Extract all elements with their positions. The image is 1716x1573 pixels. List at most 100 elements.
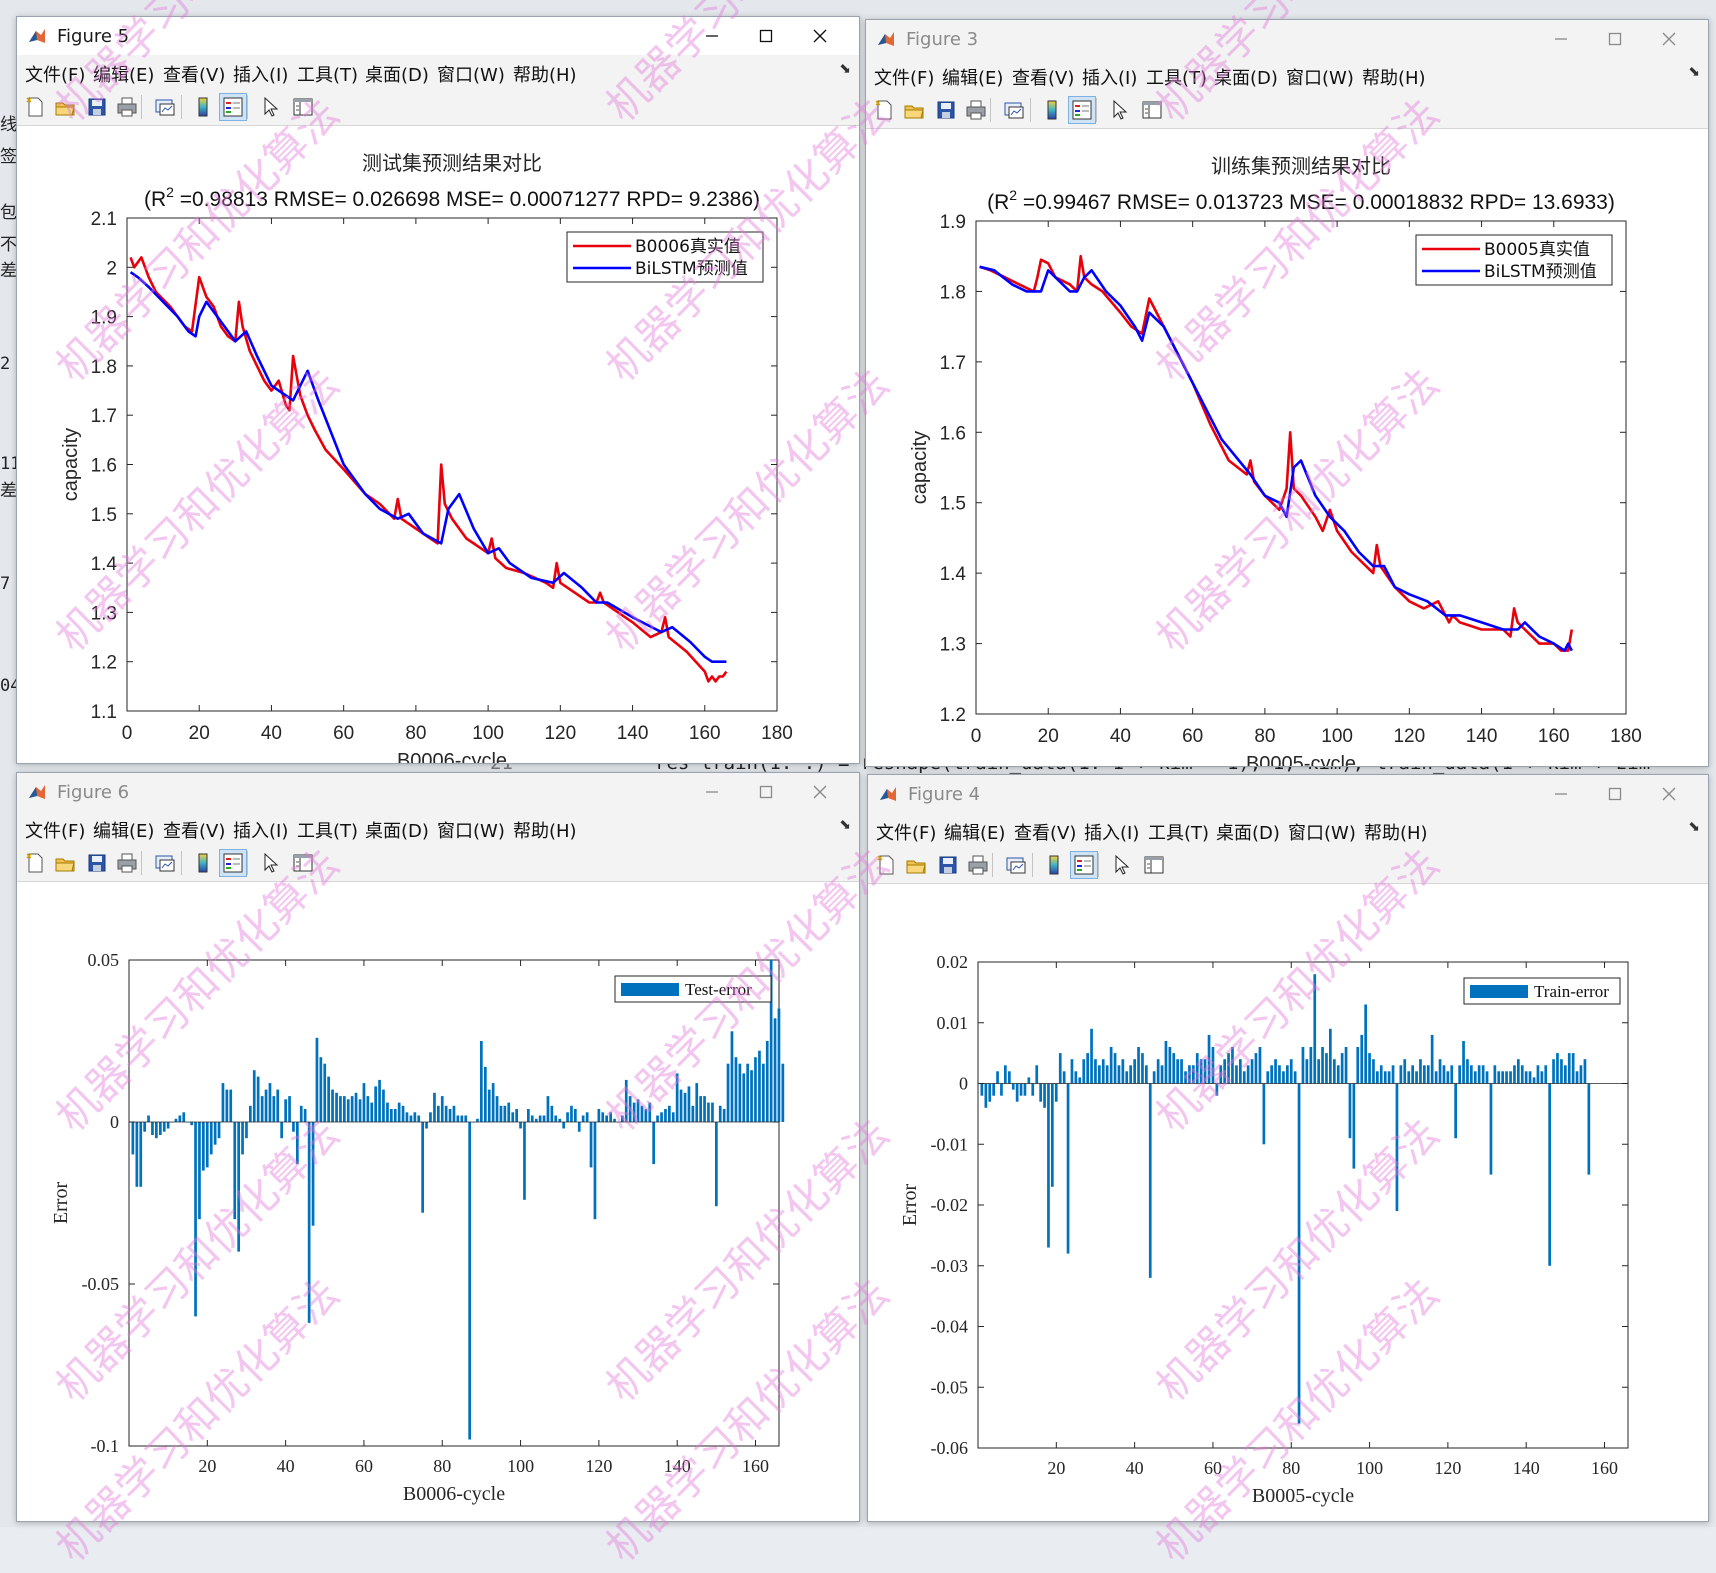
error-bar: [1387, 1071, 1391, 1084]
colorbar-icon: [1049, 855, 1059, 875]
menu-item[interactable]: 窗口(W): [1288, 823, 1356, 844]
open-file-button[interactable]: [900, 96, 928, 124]
new-figure-button[interactable]: [872, 851, 900, 879]
new-figure-button[interactable]: [21, 849, 49, 877]
pointer-button[interactable]: [257, 849, 285, 877]
dock-arrow-icon[interactable]: ⬊: [1688, 64, 1700, 80]
menu-item[interactable]: 桌面(D): [1216, 823, 1280, 844]
menu-item[interactable]: 帮助(H): [1362, 68, 1426, 89]
colorbar-button[interactable]: [189, 93, 217, 121]
save-button[interactable]: [934, 851, 962, 879]
print-button[interactable]: [113, 849, 141, 877]
menu-item[interactable]: 帮助(H): [1364, 823, 1428, 844]
menu-item[interactable]: 插入(I): [233, 65, 289, 86]
save-button[interactable]: [932, 96, 960, 124]
menu-item[interactable]: 查看(V): [163, 65, 226, 86]
open-file-button[interactable]: [51, 93, 79, 121]
close-button[interactable]: [797, 777, 843, 807]
maximize-button[interactable]: [743, 21, 789, 51]
property-inspector-button[interactable]: [289, 849, 317, 877]
figure-3-titlebar[interactable]: Figure 3: [866, 20, 1708, 58]
figure-4-window[interactable]: Figure 4 文件(F) 编辑(E) 查看(V) 插入(I) 工具(T) 桌面(D) 窗…: [867, 774, 1709, 1522]
menu-item[interactable]: 文件(F): [25, 821, 86, 842]
print-button[interactable]: [964, 851, 992, 879]
menu-item[interactable]: 工具(T): [1146, 68, 1208, 89]
pointer-button[interactable]: [1106, 96, 1134, 124]
menu-item[interactable]: 窗口(W): [1286, 68, 1354, 89]
figure-3-window[interactable]: Figure 3 文件(F) 编辑(E) 查看(V) 插入(I) 工具(T) 桌面(D) 窗…: [865, 19, 1709, 767]
property-inspector-button[interactable]: [1140, 851, 1168, 879]
colorbar-button[interactable]: [189, 849, 217, 877]
pointer-button[interactable]: [1108, 851, 1136, 879]
error-bar: [1086, 1053, 1089, 1084]
figure-5-titlebar[interactable]: Figure 5: [17, 17, 859, 55]
figure-6-titlebar[interactable]: Figure 6: [17, 773, 859, 811]
close-button[interactable]: [1646, 779, 1692, 809]
menu-item[interactable]: 编辑(E): [942, 68, 1004, 89]
menu-item[interactable]: 查看(V): [163, 821, 226, 842]
minimize-button[interactable]: [1538, 24, 1584, 54]
legend-button[interactable]: [1068, 96, 1096, 124]
minimize-button[interactable]: [689, 777, 735, 807]
maximize-button[interactable]: [1592, 779, 1638, 809]
menu-item[interactable]: 工具(T): [297, 65, 359, 86]
menu-item[interactable]: 工具(T): [297, 821, 359, 842]
menu-item[interactable]: 编辑(E): [944, 823, 1006, 844]
dock-arrow-icon[interactable]: ⬊: [1688, 819, 1700, 835]
menu-item[interactable]: 桌面(D): [365, 65, 429, 86]
print-button[interactable]: [113, 93, 141, 121]
menu-item[interactable]: 桌面(D): [365, 821, 429, 842]
error-bar: [319, 1057, 323, 1122]
colorbar-button[interactable]: [1040, 851, 1068, 879]
menu-item[interactable]: 插入(I): [1084, 823, 1140, 844]
minimize-button[interactable]: [1538, 779, 1584, 809]
figure-5-window[interactable]: Figure 5 文件(F) 编辑(E) 查看(V) 插入(I) 工具(T) 桌面(D) 窗…: [16, 16, 860, 764]
menu-item[interactable]: 插入(I): [233, 821, 289, 842]
legend-button[interactable]: [1070, 851, 1098, 879]
link-plot-button[interactable]: [1000, 96, 1028, 124]
menu-item[interactable]: 帮助(H): [513, 65, 577, 86]
menu-item[interactable]: 查看(V): [1014, 823, 1077, 844]
error-bar: [1470, 1065, 1473, 1084]
save-button[interactable]: [83, 849, 111, 877]
close-button[interactable]: [1646, 24, 1692, 54]
menu-item[interactable]: 插入(I): [1082, 68, 1138, 89]
menu-item[interactable]: 文件(F): [25, 65, 86, 86]
menu-item[interactable]: 文件(F): [874, 68, 935, 89]
open-file-button[interactable]: [51, 849, 79, 877]
minimize-button[interactable]: [689, 21, 735, 51]
error-bar: [1023, 1083, 1027, 1096]
menu-item[interactable]: 查看(V): [1012, 68, 1075, 89]
colorbar-button[interactable]: [1038, 96, 1066, 124]
figure-4-titlebar[interactable]: Figure 4: [868, 775, 1708, 813]
maximize-button[interactable]: [1592, 24, 1638, 54]
link-plot-button[interactable]: [151, 849, 179, 877]
figure-6-window[interactable]: Figure 6 文件(F) 编辑(E) 查看(V) 插入(I) 工具(T) 桌面(D) 窗…: [16, 772, 860, 1522]
pointer-button[interactable]: [257, 93, 285, 121]
background-fragment: 2: [0, 354, 11, 374]
dock-arrow-icon[interactable]: ⬊: [839, 61, 851, 77]
link-plot-button[interactable]: [151, 93, 179, 121]
close-button[interactable]: [797, 21, 843, 51]
legend-button[interactable]: [219, 93, 247, 121]
maximize-button[interactable]: [743, 777, 789, 807]
new-figure-button[interactable]: [870, 96, 898, 124]
menu-item[interactable]: 窗口(W): [437, 65, 505, 86]
property-inspector-button[interactable]: [1138, 96, 1166, 124]
open-file-button[interactable]: [902, 851, 930, 879]
menu-item[interactable]: 帮助(H): [513, 821, 577, 842]
menu-item[interactable]: 工具(T): [1148, 823, 1210, 844]
legend-button[interactable]: [219, 849, 247, 877]
new-figure-button[interactable]: [21, 93, 49, 121]
dock-arrow-icon[interactable]: ⬊: [839, 817, 851, 833]
property-inspector-button[interactable]: [289, 93, 317, 121]
menu-item[interactable]: 文件(F): [876, 823, 937, 844]
menu-item[interactable]: 编辑(E): [93, 65, 155, 86]
save-button[interactable]: [83, 93, 111, 121]
print-button[interactable]: [962, 96, 990, 124]
chart-subtitle: (R2 =0.99467 RMSE= 0.013723 MSE= 0.00018…: [987, 187, 1615, 214]
menu-item[interactable]: 编辑(E): [93, 821, 155, 842]
menu-item[interactable]: 窗口(W): [437, 821, 505, 842]
menu-item[interactable]: 桌面(D): [1214, 68, 1278, 89]
link-plot-button[interactable]: [1002, 851, 1030, 879]
